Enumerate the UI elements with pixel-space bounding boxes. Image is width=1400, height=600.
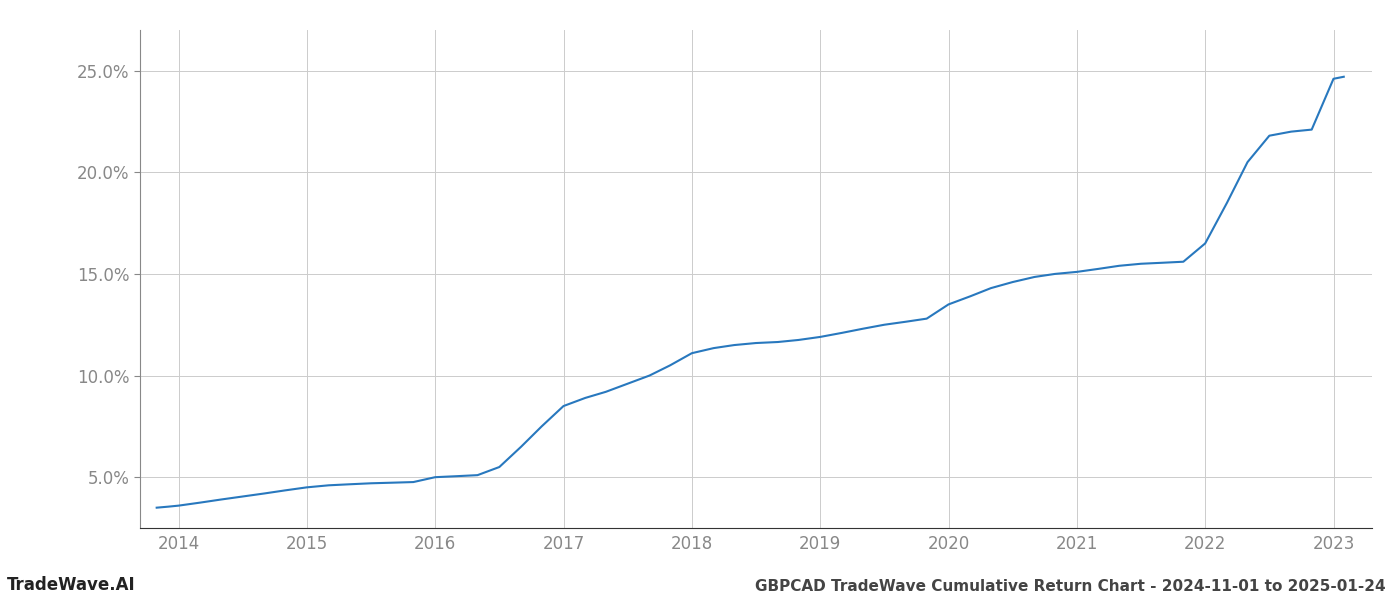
Text: TradeWave.AI: TradeWave.AI: [7, 576, 136, 594]
Text: GBPCAD TradeWave Cumulative Return Chart - 2024-11-01 to 2025-01-24: GBPCAD TradeWave Cumulative Return Chart…: [756, 579, 1386, 594]
